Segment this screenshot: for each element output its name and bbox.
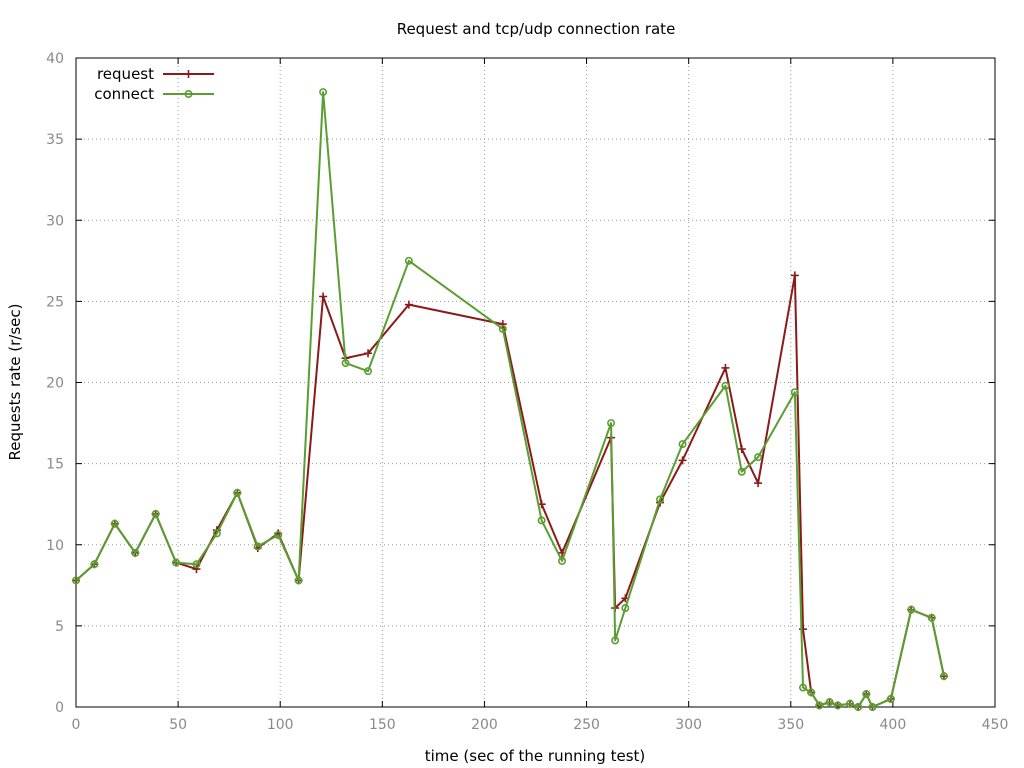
- data-point-connect: [607, 419, 616, 428]
- y-tick-label: 5: [55, 619, 64, 635]
- series-line-connect: [75, 91, 945, 708]
- legend: request connect: [94, 65, 214, 103]
- data-point-connect: [212, 529, 221, 538]
- data-point-connect: [151, 509, 160, 518]
- data-point-connect: [939, 672, 948, 681]
- y-tick-label: 0: [55, 700, 64, 716]
- x-tick-label: 350: [777, 717, 804, 733]
- plot-frame: [75, 57, 996, 708]
- data-point-request: [737, 445, 746, 454]
- data-point-connect: [862, 690, 871, 699]
- y-tick-label: 15: [46, 457, 64, 473]
- data-point-connect: [558, 556, 567, 565]
- data-point-connect: [341, 359, 350, 368]
- data-point-request: [498, 320, 507, 329]
- data-point-request: [192, 565, 201, 574]
- y-tick-label: 20: [46, 376, 64, 392]
- x-axis-label: time (sec of the running test): [425, 747, 646, 765]
- data-point-connect: [815, 701, 824, 710]
- data-point-connect: [404, 256, 413, 265]
- legend-marker: [184, 70, 193, 78]
- series-request: [72, 271, 948, 711]
- x-tick-label: 100: [267, 717, 294, 733]
- data-point-request: [799, 625, 808, 634]
- data-point-connect: [790, 388, 799, 397]
- data-point-connect: [927, 613, 936, 622]
- y-tick-label: 10: [46, 538, 64, 554]
- x-tick-label: 200: [471, 717, 498, 733]
- data-point-connect: [868, 702, 877, 711]
- data-point-connect: [721, 381, 730, 390]
- series-layer: [72, 88, 948, 711]
- data-point-connect: [72, 576, 81, 585]
- data-point-connect: [611, 636, 620, 645]
- data-point-connect: [737, 467, 746, 476]
- y-tick-label: 35: [46, 132, 64, 148]
- data-point-connect: [274, 531, 283, 540]
- data-point-connect: [807, 688, 816, 697]
- y-axis-ticks: 0 5 10 15 20 25 30 35 40: [46, 51, 995, 716]
- legend-label: connect: [94, 85, 154, 103]
- y-tick-label: 25: [46, 294, 64, 310]
- y-tick-label: 30: [46, 213, 64, 229]
- data-point-connect: [825, 698, 834, 707]
- data-point-connect: [854, 702, 863, 711]
- legend-item-connect: connect: [94, 85, 214, 103]
- y-tick-label: 40: [46, 51, 64, 67]
- data-point-request: [721, 363, 730, 372]
- data-point-request: [754, 479, 763, 488]
- data-point-connect: [678, 440, 687, 449]
- x-tick-label: 450: [982, 717, 1009, 733]
- data-point-connect: [621, 604, 630, 613]
- x-tick-label: 300: [675, 717, 702, 733]
- data-point-connect: [886, 694, 895, 703]
- data-point-connect: [364, 367, 373, 376]
- chart-title: Request and tcp/udp connection rate: [397, 20, 676, 38]
- data-point-connect: [253, 542, 262, 551]
- y-axis-label: Requests rate (r/sec): [6, 304, 24, 461]
- data-point-request: [678, 456, 687, 465]
- data-point-connect: [90, 560, 99, 569]
- data-point-connect: [833, 701, 842, 710]
- x-tick-label: 250: [573, 717, 600, 733]
- x-tick-label: 50: [169, 717, 187, 733]
- legend-label: request: [97, 65, 154, 83]
- data-point-connect: [233, 488, 242, 497]
- data-point-connect: [754, 453, 763, 462]
- data-point-connect: [192, 560, 201, 569]
- data-point-connect: [907, 605, 916, 614]
- data-point-connect: [319, 88, 328, 97]
- x-axis-ticks: 0 50 100 150 200 250 300 350 400 450: [72, 58, 1009, 733]
- x-tick-label: 0: [72, 717, 81, 733]
- grid: [76, 58, 995, 707]
- legend-item-request: request: [97, 65, 214, 83]
- data-point-connect: [656, 495, 665, 504]
- data-point-connect: [537, 516, 546, 525]
- series-connect: [72, 88, 948, 711]
- series-line-request: [75, 274, 945, 708]
- data-point-connect: [799, 683, 808, 692]
- data-point-connect: [846, 699, 855, 708]
- data-point-request: [364, 349, 373, 358]
- data-point-connect: [498, 324, 507, 333]
- data-point-request: [404, 300, 413, 309]
- legend-marker: [184, 90, 193, 99]
- data-point-connect: [294, 576, 303, 585]
- data-point-connect: [172, 558, 181, 567]
- data-point-request: [319, 292, 328, 301]
- x-tick-label: 150: [369, 717, 396, 733]
- axes: [75, 57, 996, 708]
- data-point-connect: [131, 548, 140, 557]
- x-tick-label: 400: [880, 717, 907, 733]
- data-point-request: [790, 271, 799, 280]
- data-point-connect: [110, 519, 119, 528]
